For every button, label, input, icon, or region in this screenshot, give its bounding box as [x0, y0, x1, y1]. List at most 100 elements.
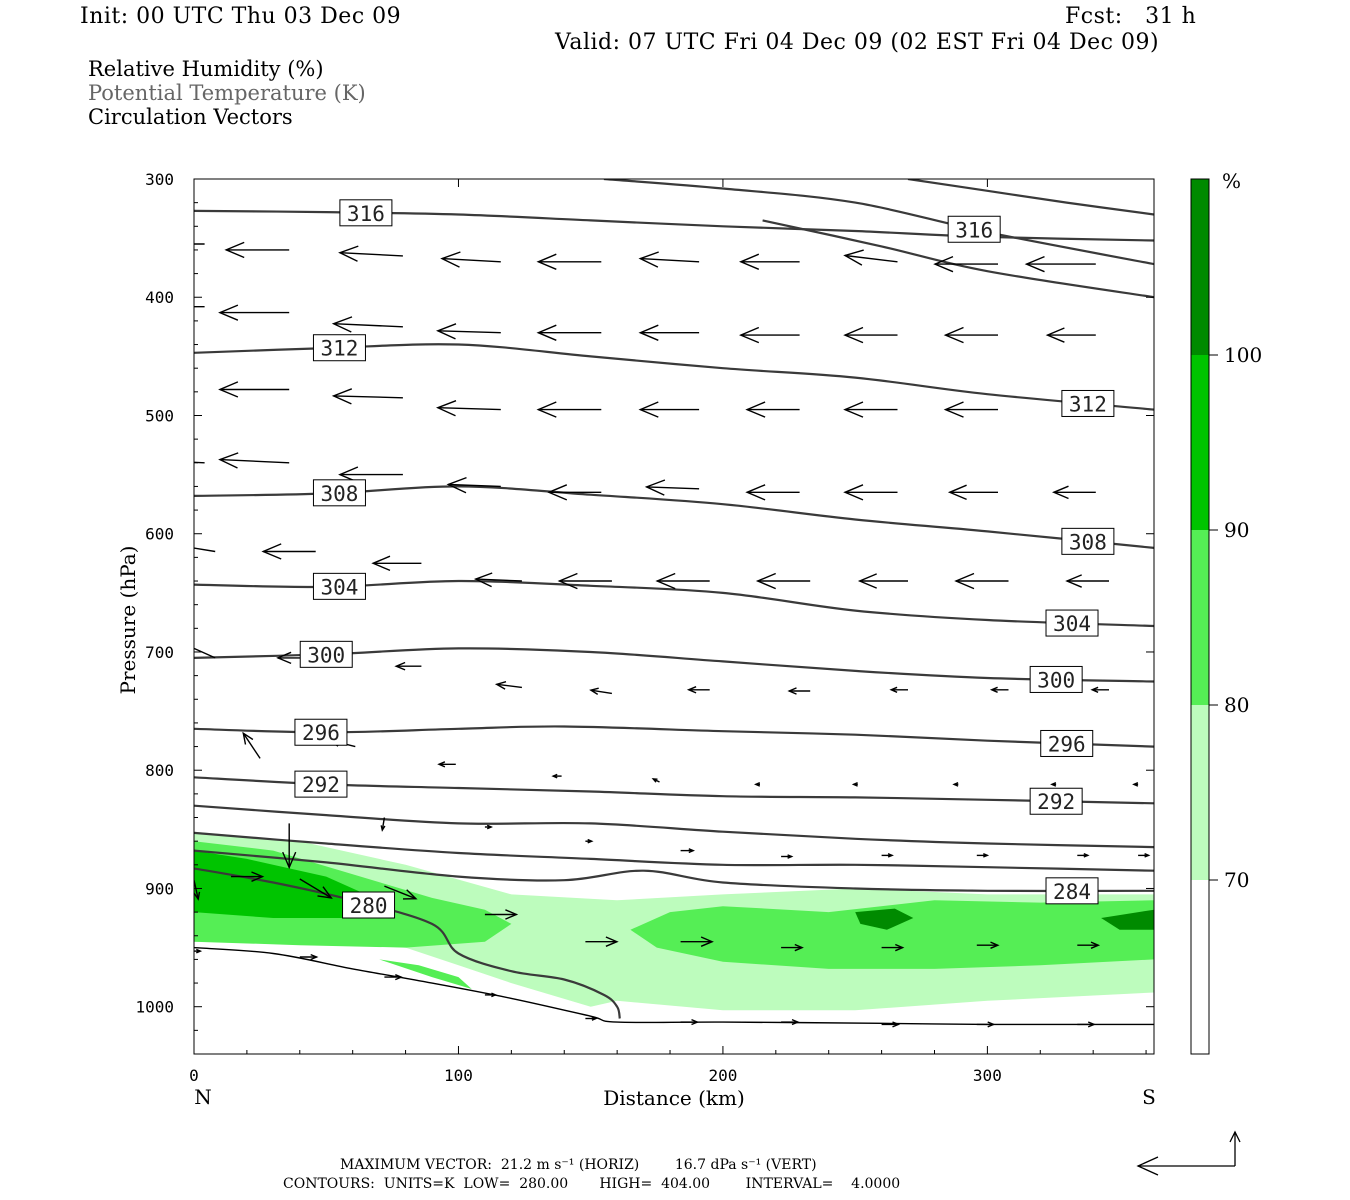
circulation-vector-9-4: [585, 1016, 598, 1021]
circulation-vector-2-6: [745, 401, 800, 418]
circulation-vector-6-0: [242, 731, 261, 759]
y-tick-label-6: 900: [145, 879, 174, 898]
plot-frame: [193, 178, 1155, 1055]
theta-label-308-5-1: 308: [1061, 527, 1115, 555]
circulation-vector-5-8: [989, 686, 1009, 693]
x-tick-label-1: 100: [444, 1066, 473, 1085]
legend-theta: Potential Temperature (K): [88, 81, 366, 105]
circulation-vector-5-9: [1090, 686, 1109, 693]
circulation-vector-7-3: [585, 838, 594, 844]
circulation-vector-8-6: [680, 936, 714, 947]
circulation-vector-9-0: [194, 948, 203, 954]
circulation-vector-3-1: [218, 452, 290, 469]
circulation-vector-1-5: [638, 324, 700, 341]
svg-text:280: 280: [350, 894, 388, 918]
circulation-vector-7-4: [680, 848, 696, 854]
rh-region-80-2: [630, 900, 1154, 969]
circulation-vector-0-1: [224, 241, 290, 259]
circulation-vector-8-10: [1077, 941, 1101, 949]
circulation-vector-3-6: [745, 484, 800, 501]
ground-surface-line: [194, 946, 1154, 1026]
theta-label-316-1-0: 316: [947, 215, 1001, 243]
max-vector-note: MAXIMUM VECTOR: 21.2 m s⁻¹ (HORIZ) 16.7 …: [340, 1157, 817, 1173]
circulation-vector-8-4: [484, 909, 519, 920]
circulation-vector-5-6: [787, 687, 811, 695]
svg-text:312: 312: [320, 337, 358, 361]
svg-text:304: 304: [320, 575, 358, 599]
colorbar-label-100: 100: [1224, 343, 1262, 367]
axis-layer: 0 100 200 300 300 400 500 600 700 800 900 1000: [135, 170, 1154, 1085]
circulation-vector-6-8: [1050, 782, 1057, 787]
theta-label-296-8-1: 296: [1040, 729, 1094, 757]
theta-label-292-9-1: 292: [1029, 787, 1083, 815]
circulation-vector-9-5: [680, 1018, 700, 1026]
theta-label-284-12-0: 284: [1045, 877, 1099, 905]
circulation-vector-4-4: [557, 572, 612, 590]
circulation-vector-8-0: [194, 880, 201, 901]
circulation-vector-9-9: [1077, 1021, 1096, 1028]
rh-region-80-3: [379, 959, 472, 989]
north-label: N: [194, 1085, 212, 1109]
circulation-vector-3-9: [1051, 485, 1096, 500]
circulation-vector-0-7: [843, 249, 898, 266]
ground-layer: [194, 946, 1154, 1054]
circulation-vector-8-1: [231, 871, 265, 882]
circulation-vector-6-2: [437, 761, 456, 768]
colorbar-segment-90: [1191, 355, 1209, 530]
theta-label-312-4-1: 312: [1061, 389, 1115, 417]
circulation-vector-4-0: [194, 547, 216, 553]
circulation-vector-1-8: [943, 326, 998, 344]
svg-text:296: 296: [1048, 732, 1086, 756]
valid-time: Valid: 07 UTC Fri 04 Dec 09 (02 EST Fri …: [555, 30, 1160, 55]
y-axis-title: Pressure (hPa): [116, 546, 140, 695]
circulation-vector-0-5: [638, 251, 700, 268]
y-tick-label-5: 800: [145, 761, 174, 780]
theta-contour-314-3: [762, 219, 1154, 299]
circulation-vector-2-4: [536, 401, 602, 418]
circulation-vector-6-3: [551, 773, 562, 779]
circulation-vector-0-8: [933, 255, 998, 273]
reference-vector-key: [1136, 1130, 1241, 1176]
circulation-vector-0-3: [440, 251, 501, 268]
theta-contour-286-11: [194, 831, 1154, 872]
y-tick-label-4: 700: [145, 643, 174, 662]
circulation-vector-4-3: [473, 572, 522, 588]
colorbar-label-90: 90: [1224, 518, 1249, 542]
svg-text:284: 284: [1053, 880, 1091, 904]
south-label: S: [1142, 1085, 1156, 1109]
circulation-vector-7-2: [484, 824, 493, 830]
theta-label-292-9-0: 292: [294, 770, 348, 798]
circulation-vector-8-9: [976, 941, 1000, 949]
theta-contour-280-13: [194, 867, 621, 1019]
circulation-vector-6-4: [651, 778, 660, 783]
circulation-vector-7-8: [1077, 853, 1090, 858]
circulation-vector-3-3: [446, 476, 501, 494]
legend-vectors: Circulation Vectors: [88, 105, 293, 129]
svg-text:300: 300: [1037, 668, 1075, 692]
circulation-vector-0-4: [536, 253, 602, 270]
circulation-vector-4-7: [857, 573, 908, 589]
circulation-vector-1-4: [536, 324, 602, 341]
circulation-vector-4-2: [371, 555, 422, 572]
colorbar-label-80: 80: [1224, 693, 1249, 717]
svg-text:308: 308: [1069, 530, 1107, 554]
circulation-vector-8-3: [384, 885, 418, 900]
circulation-vector-2-2: [331, 388, 403, 405]
rh-colorbar: % 100 90 80 70: [1190, 169, 1262, 1055]
circulation-vector-2-3: [435, 400, 501, 417]
svg-text:316: 316: [955, 218, 993, 242]
rh-region-100-6: [1101, 909, 1154, 930]
circulation-vector-6-7: [952, 782, 959, 787]
circulation-vector-7-7: [976, 853, 990, 858]
circulation-vector-1-1: [218, 304, 290, 321]
circulation-vector-7-0: [282, 823, 297, 870]
circulation-vector-4-1: [261, 543, 316, 560]
theta-label-300-7-1: 300: [1029, 665, 1083, 693]
theta-contour-284-12: [194, 849, 1154, 893]
circulation-vector-5-7: [889, 686, 908, 693]
svg-text:296: 296: [302, 721, 340, 745]
colorbar-segment-80: [1191, 530, 1209, 705]
theta-contour-288-10: [194, 804, 1154, 849]
circulation-vector-1-6: [738, 326, 800, 344]
circulation-vector-9-2: [384, 974, 404, 981]
